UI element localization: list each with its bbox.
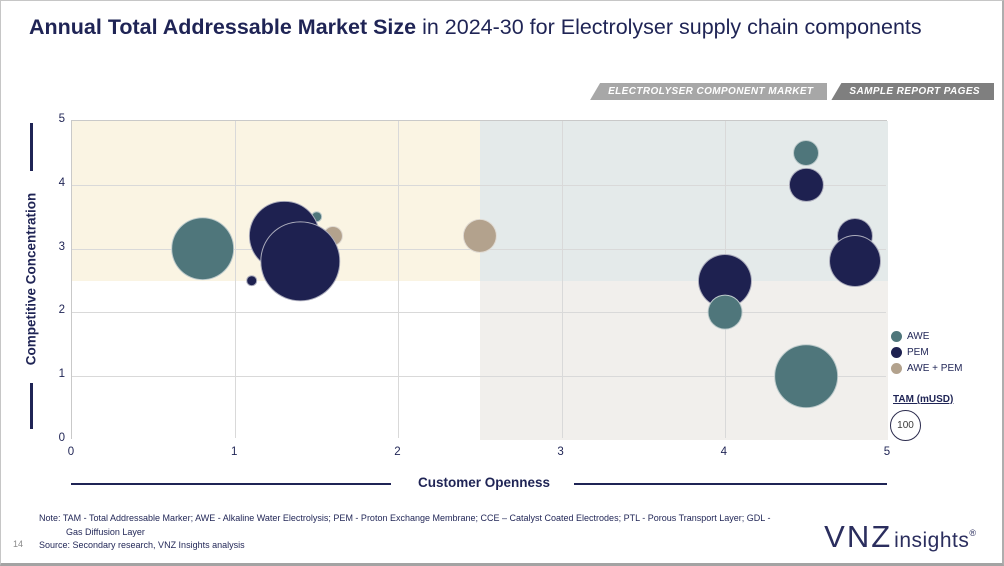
y-tick-label: 2 [58, 304, 65, 317]
y-tick-label: 0 [58, 432, 65, 444]
x-axis-rule-right [574, 483, 887, 485]
legend-label: PEM [907, 347, 929, 358]
x-axis-rule-left [71, 483, 391, 485]
chart-bubble [170, 216, 235, 281]
quadrant-bottom-left [72, 280, 480, 440]
quadrant-top-right [480, 121, 888, 281]
logo-brand-text: VNZ [824, 519, 893, 554]
chart-bubble [245, 274, 258, 287]
x-tick-label: 0 [67, 446, 75, 458]
bubble-size-reference-value: 100 [897, 420, 914, 431]
footnote-line-1: Note: TAM - Total Addressable Marker; AW… [39, 513, 771, 523]
page-title-rest: in 2024-30 for Electrolyser supply chain… [416, 15, 922, 39]
legend-swatch-icon [891, 363, 902, 374]
page-title: Annual Total Addressable Market Size in … [29, 13, 969, 41]
badge-electrolyser-component-market[interactable]: ELECTROLYSER COMPONENT MARKET [590, 83, 828, 100]
gridline-horizontal [72, 312, 886, 314]
x-tick-label: 1 [230, 446, 238, 458]
y-axis-title: Competitive Concentration [23, 192, 39, 366]
bubble-size-legend-title: TAM (mUSD) [893, 394, 954, 405]
gridline-vertical [561, 121, 563, 438]
plot-area [71, 120, 888, 440]
bubble-size-reference-circle: 100 [890, 410, 921, 441]
page-number: 14 [13, 539, 24, 549]
y-tick-label: 5 [58, 113, 65, 125]
legend-label: AWE [907, 331, 930, 342]
chart-bubble [774, 344, 839, 408]
y-tick-label: 1 [58, 368, 65, 381]
chart-bubble [793, 139, 820, 166]
page-title-bold: Annual Total Addressable Market Size [29, 15, 417, 39]
x-tick-label: 4 [720, 446, 727, 458]
x-tick-label: 3 [557, 446, 564, 458]
legend-swatch-icon [891, 347, 902, 358]
badge-sample-report-pages[interactable]: SAMPLE REPORT PAGES [831, 83, 994, 100]
y-axis-rule-top [30, 123, 33, 171]
gridline-horizontal [72, 376, 886, 378]
gridline-vertical [235, 121, 237, 438]
legend-swatch-icon [891, 331, 902, 342]
footnote: Note: TAM - Total Addressable Marker; AW… [39, 512, 839, 553]
registered-trademark-icon: ® [969, 528, 976, 538]
legend-item-pem: PEM [891, 347, 962, 358]
chart-legend: AWE PEM AWE + PEM [891, 331, 962, 379]
legend-item-awe: AWE [891, 331, 962, 342]
y-tick-label: 3 [58, 240, 65, 253]
gridline-vertical [398, 121, 400, 438]
x-tick-label: 2 [394, 446, 401, 458]
x-axis-title: Customer Openness [417, 475, 551, 490]
legend-item-awe-pem: AWE + PEM [891, 363, 962, 374]
y-axis-rule-bottom [30, 383, 33, 429]
gridline-horizontal [72, 184, 886, 186]
y-tick-label: 4 [58, 176, 65, 189]
chart-bubble [707, 294, 743, 330]
source-line: Source: Secondary research, VNZ Insights… [39, 540, 245, 550]
chart-bubble [789, 167, 824, 202]
chart-bubble [260, 221, 341, 302]
header-badges: ELECTROLYSER COMPONENT MARKET SAMPLE REP… [590, 83, 994, 100]
chart-bubble [829, 235, 882, 288]
logo-suffix-text: insights [894, 529, 970, 552]
legend-label: AWE + PEM [907, 363, 963, 374]
footnote-line-2: Gas Diffusion Layer [66, 526, 145, 537]
chart-bubble [462, 218, 498, 253]
x-tick-label: 5 [883, 446, 891, 458]
vnz-insights-logo: VNZ insights ® [824, 519, 976, 555]
